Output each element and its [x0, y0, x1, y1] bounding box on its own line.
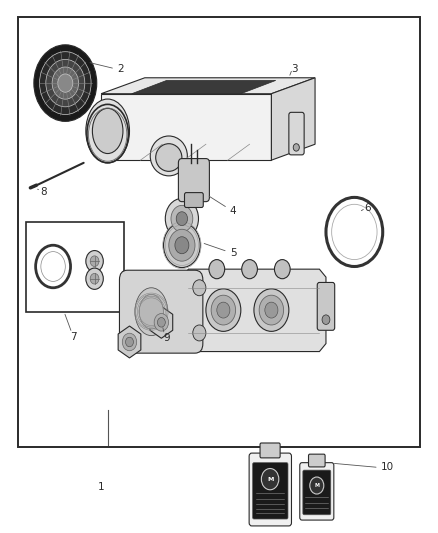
Circle shape — [175, 237, 189, 254]
Text: 10: 10 — [381, 463, 394, 472]
Circle shape — [217, 302, 230, 318]
Polygon shape — [272, 78, 315, 160]
Circle shape — [265, 302, 278, 318]
Circle shape — [90, 273, 99, 284]
FancyBboxPatch shape — [300, 463, 334, 520]
Circle shape — [122, 333, 137, 351]
FancyBboxPatch shape — [178, 159, 209, 201]
Circle shape — [41, 252, 65, 281]
Polygon shape — [150, 306, 173, 338]
Circle shape — [52, 67, 78, 99]
Text: 9: 9 — [163, 333, 170, 343]
Circle shape — [90, 256, 99, 266]
Text: M: M — [267, 477, 273, 482]
Circle shape — [35, 245, 71, 288]
Circle shape — [163, 223, 200, 268]
Text: 6: 6 — [364, 203, 371, 213]
FancyBboxPatch shape — [253, 463, 288, 519]
Circle shape — [206, 289, 241, 332]
Circle shape — [157, 318, 165, 327]
FancyBboxPatch shape — [303, 470, 331, 515]
Ellipse shape — [86, 99, 130, 163]
Circle shape — [176, 212, 187, 225]
Circle shape — [259, 295, 284, 325]
Bar — [26, 222, 124, 312]
Circle shape — [165, 198, 198, 239]
Circle shape — [86, 268, 103, 289]
Text: 5: 5 — [230, 248, 237, 258]
FancyBboxPatch shape — [260, 443, 280, 458]
FancyBboxPatch shape — [308, 454, 325, 467]
Circle shape — [193, 325, 206, 341]
Text: M: M — [314, 483, 319, 488]
Polygon shape — [101, 78, 315, 94]
Circle shape — [322, 315, 330, 325]
Text: 2: 2 — [118, 64, 124, 74]
Polygon shape — [118, 326, 141, 358]
Ellipse shape — [135, 288, 168, 336]
Circle shape — [310, 477, 324, 494]
Ellipse shape — [155, 144, 182, 171]
Text: 3: 3 — [291, 64, 298, 74]
Circle shape — [242, 260, 258, 279]
Circle shape — [39, 52, 91, 115]
Circle shape — [261, 469, 279, 490]
Circle shape — [326, 197, 383, 266]
Circle shape — [332, 204, 377, 260]
Circle shape — [34, 45, 97, 122]
Circle shape — [254, 289, 289, 332]
Ellipse shape — [139, 294, 163, 329]
Ellipse shape — [150, 136, 187, 176]
FancyBboxPatch shape — [289, 112, 304, 155]
Circle shape — [154, 313, 169, 331]
Polygon shape — [101, 94, 272, 160]
Circle shape — [86, 251, 103, 272]
Bar — [18, 17, 420, 447]
FancyBboxPatch shape — [317, 282, 335, 330]
Text: 7: 7 — [71, 332, 77, 342]
Circle shape — [126, 337, 134, 347]
Circle shape — [171, 205, 193, 232]
Circle shape — [46, 59, 85, 107]
Text: 1: 1 — [98, 482, 104, 492]
FancyBboxPatch shape — [184, 192, 203, 207]
Circle shape — [193, 280, 206, 296]
Polygon shape — [182, 269, 326, 352]
Text: 8: 8 — [40, 187, 46, 197]
Ellipse shape — [92, 108, 123, 154]
Polygon shape — [132, 80, 276, 94]
Circle shape — [293, 144, 299, 151]
Circle shape — [209, 260, 225, 279]
FancyBboxPatch shape — [120, 270, 203, 353]
Text: 4: 4 — [230, 206, 237, 216]
Circle shape — [58, 74, 73, 92]
Circle shape — [275, 260, 290, 279]
Circle shape — [169, 229, 195, 261]
FancyBboxPatch shape — [249, 453, 291, 526]
Circle shape — [211, 295, 236, 325]
